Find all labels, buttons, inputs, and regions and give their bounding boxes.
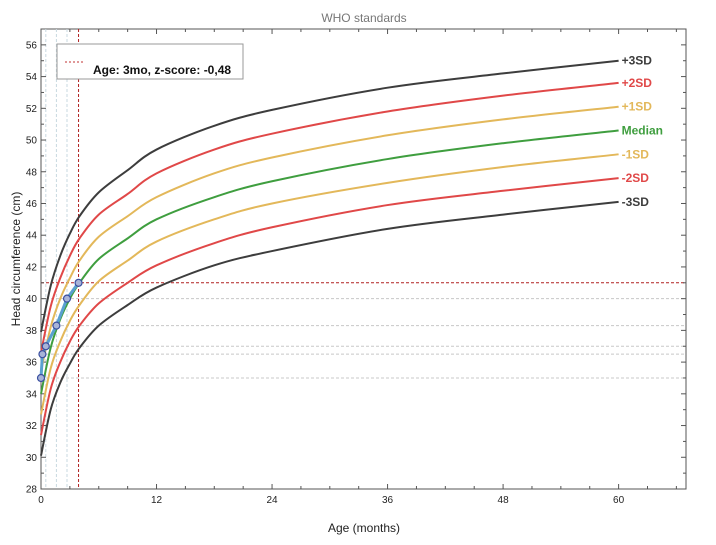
y-tick-label: 54 <box>26 72 38 83</box>
patient-point[interactable] <box>62 294 72 303</box>
y-tick-label: 38 <box>26 326 38 337</box>
y-tick-label: 46 <box>26 199 38 210</box>
x-tick-label: 60 <box>613 495 625 506</box>
y-tick-label: 30 <box>26 453 38 464</box>
y-tick-label: 48 <box>26 167 38 178</box>
y-tick-label: 28 <box>26 485 38 496</box>
y-tick-label: 44 <box>26 231 38 242</box>
series-line-plus2sd <box>40 81 619 353</box>
series-label: -1SD <box>622 147 650 161</box>
patient-point[interactable] <box>38 350 47 359</box>
x-tick-label: 24 <box>266 495 278 506</box>
series-label: +3SD <box>622 54 653 68</box>
y-tick-label: 50 <box>26 136 38 147</box>
patient-point[interactable] <box>74 278 83 287</box>
x-tick-label: 36 <box>382 495 394 506</box>
series-label: +2SD <box>622 76 653 90</box>
patient-point[interactable] <box>36 373 46 383</box>
patient-point[interactable] <box>52 321 61 330</box>
series-line-minus3sd <box>40 200 619 456</box>
chart-title: WHO standards <box>321 11 406 25</box>
x-tick-label: 0 <box>38 495 44 506</box>
y-tick-label: 34 <box>26 389 38 400</box>
series-label: -3SD <box>622 195 650 209</box>
reference-lines <box>41 29 686 489</box>
curve-labels: +3SD +2SD +1SD Median -1SD -2SD -3SD <box>622 54 663 209</box>
y-tick-label: 52 <box>26 104 38 115</box>
plot-area <box>40 28 687 490</box>
y-tick-label: 36 <box>26 358 38 369</box>
x-tick-label: 48 <box>498 495 510 506</box>
y-tick-label: 42 <box>26 262 38 273</box>
y-tick-label: 56 <box>26 40 38 51</box>
legend-label: Age: 3mo, z-score: -0,48 <box>93 63 231 77</box>
x-tick-label: 12 <box>151 495 163 506</box>
series-line-minus1sd <box>40 153 619 415</box>
axes: 28 30 32 34 36 38 40 42 44 46 48 50 52 54 56 0 12 24 36 48 6… <box>26 28 686 506</box>
patient-point[interactable] <box>41 342 50 351</box>
legend-box <box>56 43 244 80</box>
series-label: +1SD <box>622 100 653 114</box>
series-label: Median <box>622 124 663 138</box>
patient-measurements <box>36 278 83 383</box>
series-line-plus1sd <box>40 105 619 372</box>
series-line-plus3sd <box>40 59 619 333</box>
y-axis-title: Head circumference (cm) <box>9 192 23 327</box>
series-line-minus2sd <box>40 177 619 436</box>
series-label: -2SD <box>622 171 650 185</box>
y-tick-label: 40 <box>26 294 38 305</box>
y-tick-label: 32 <box>26 421 38 432</box>
x-axis-title: Age (months) <box>328 521 400 535</box>
legend: Age: 3mo, z-score: -0,48 <box>56 43 244 80</box>
